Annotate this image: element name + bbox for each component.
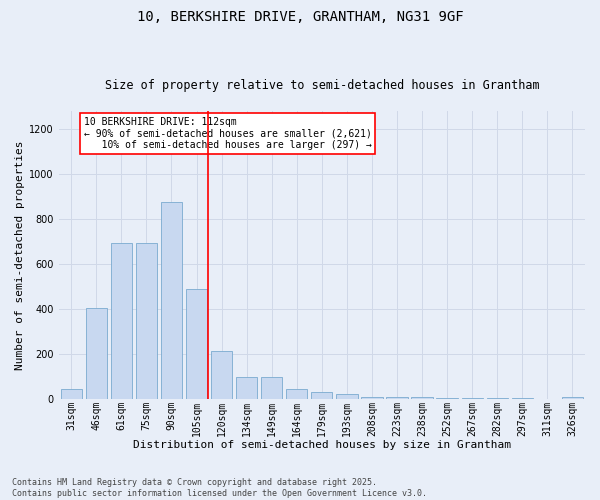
- Bar: [186, 289, 207, 399]
- Bar: [161, 202, 182, 399]
- Y-axis label: Number of semi-detached properties: Number of semi-detached properties: [15, 140, 25, 370]
- X-axis label: Distribution of semi-detached houses by size in Grantham: Distribution of semi-detached houses by …: [133, 440, 511, 450]
- Bar: [386, 397, 407, 399]
- Bar: [261, 376, 283, 399]
- Bar: [286, 388, 307, 399]
- Bar: [336, 394, 358, 399]
- Bar: [211, 351, 232, 399]
- Title: Size of property relative to semi-detached houses in Grantham: Size of property relative to semi-detach…: [104, 79, 539, 92]
- Bar: [311, 392, 332, 399]
- Bar: [461, 398, 483, 399]
- Bar: [61, 388, 82, 399]
- Text: 10, BERKSHIRE DRIVE, GRANTHAM, NG31 9GF: 10, BERKSHIRE DRIVE, GRANTHAM, NG31 9GF: [137, 10, 463, 24]
- Bar: [361, 397, 383, 399]
- Text: Contains HM Land Registry data © Crown copyright and database right 2025.
Contai: Contains HM Land Registry data © Crown c…: [12, 478, 427, 498]
- Bar: [236, 376, 257, 399]
- Bar: [512, 398, 533, 399]
- Bar: [487, 398, 508, 399]
- Text: 10 BERKSHIRE DRIVE: 112sqm
← 90% of semi-detached houses are smaller (2,621)
   : 10 BERKSHIRE DRIVE: 112sqm ← 90% of semi…: [84, 117, 371, 150]
- Bar: [86, 308, 107, 399]
- Bar: [436, 398, 458, 399]
- Bar: [136, 243, 157, 399]
- Bar: [562, 397, 583, 399]
- Bar: [110, 243, 132, 399]
- Bar: [412, 397, 433, 399]
